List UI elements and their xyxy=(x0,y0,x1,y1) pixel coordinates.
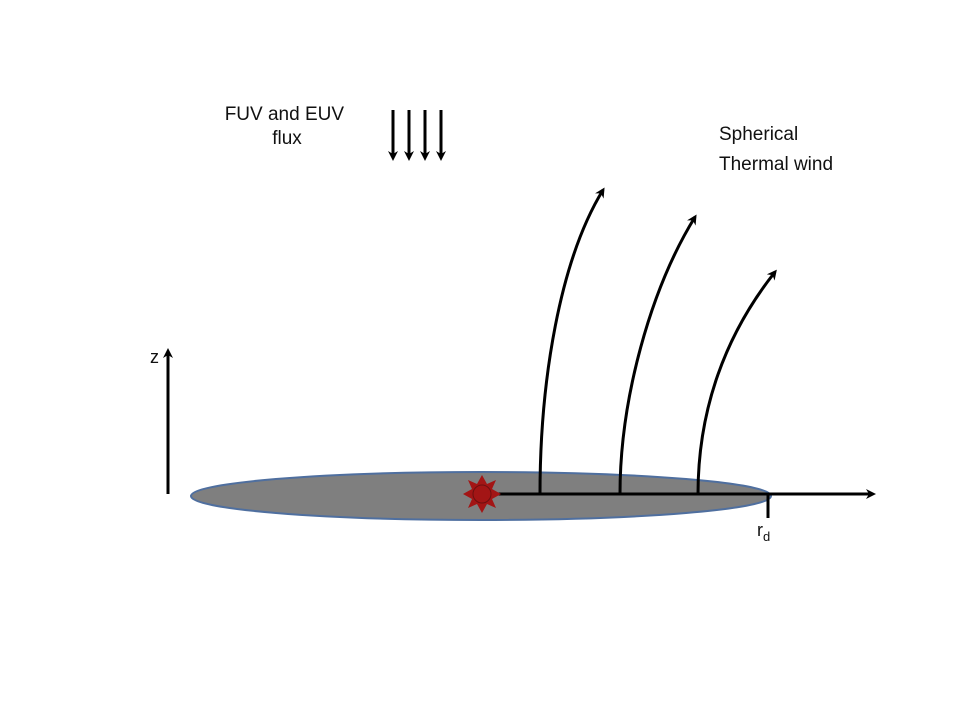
wind-label-line2: Thermal wind xyxy=(719,154,833,175)
rd-label: rd xyxy=(757,520,770,544)
rd-label-main: r xyxy=(757,520,763,540)
wind-streamline-3 xyxy=(696,269,777,495)
wind-label-line1: Spherical xyxy=(719,124,798,145)
flux-label-line2: flux xyxy=(272,128,302,149)
flux-label: FUV and EUV flux xyxy=(225,104,350,149)
z-axis-label: z xyxy=(150,347,159,367)
rd-label-subscript: d xyxy=(763,529,770,544)
flux-arrows xyxy=(388,110,446,161)
flux-label-line1: FUV and EUV xyxy=(225,104,345,125)
central-star xyxy=(463,475,501,513)
star-core xyxy=(472,484,492,504)
wind-label: Spherical Thermal wind xyxy=(719,124,833,175)
wind-streamline-2 xyxy=(618,214,697,495)
wind-streamline-1 xyxy=(538,187,605,495)
wind-streamlines xyxy=(538,187,777,495)
